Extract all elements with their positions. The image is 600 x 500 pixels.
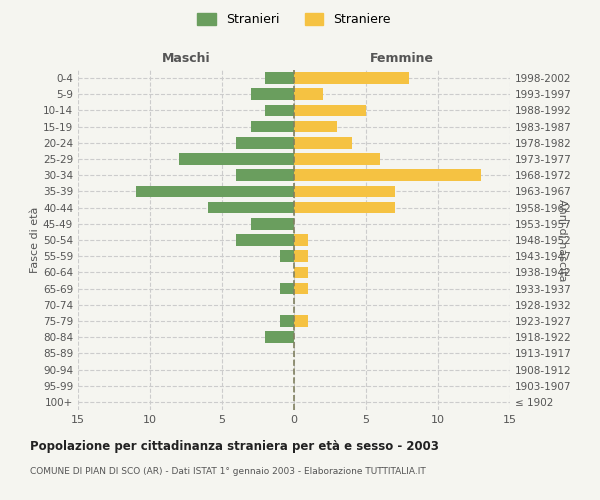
Bar [280,282,294,294]
Bar [294,88,323,100]
Bar [280,250,294,262]
Bar [294,315,308,327]
Bar [251,218,294,230]
Bar [294,266,308,278]
Text: Popolazione per cittadinanza straniera per età e sesso - 2003: Popolazione per cittadinanza straniera p… [30,440,439,453]
Bar [236,170,294,181]
Bar [265,104,294,117]
Bar [294,153,380,165]
Bar [179,153,294,165]
Bar [208,202,294,213]
Bar [294,72,409,84]
Text: Fasce di età: Fasce di età [30,207,40,273]
Legend: Stranieri, Straniere: Stranieri, Straniere [192,8,396,31]
Bar [294,282,308,294]
Text: Maschi: Maschi [161,52,211,65]
Bar [251,121,294,132]
Bar [294,170,481,181]
Bar [294,137,352,148]
Text: Femmine: Femmine [370,52,434,65]
Bar [236,234,294,246]
Bar [265,332,294,343]
Bar [280,315,294,327]
Bar [294,121,337,132]
Bar [265,72,294,84]
Bar [294,202,395,213]
Text: Anni di nascita: Anni di nascita [557,198,567,281]
Bar [294,234,308,246]
Bar [136,186,294,198]
Bar [294,104,366,117]
Bar [294,250,308,262]
Bar [294,186,395,198]
Bar [236,137,294,148]
Text: COMUNE DI PIAN DI SCO (AR) - Dati ISTAT 1° gennaio 2003 - Elaborazione TUTTITALI: COMUNE DI PIAN DI SCO (AR) - Dati ISTAT … [30,468,426,476]
Bar [251,88,294,100]
